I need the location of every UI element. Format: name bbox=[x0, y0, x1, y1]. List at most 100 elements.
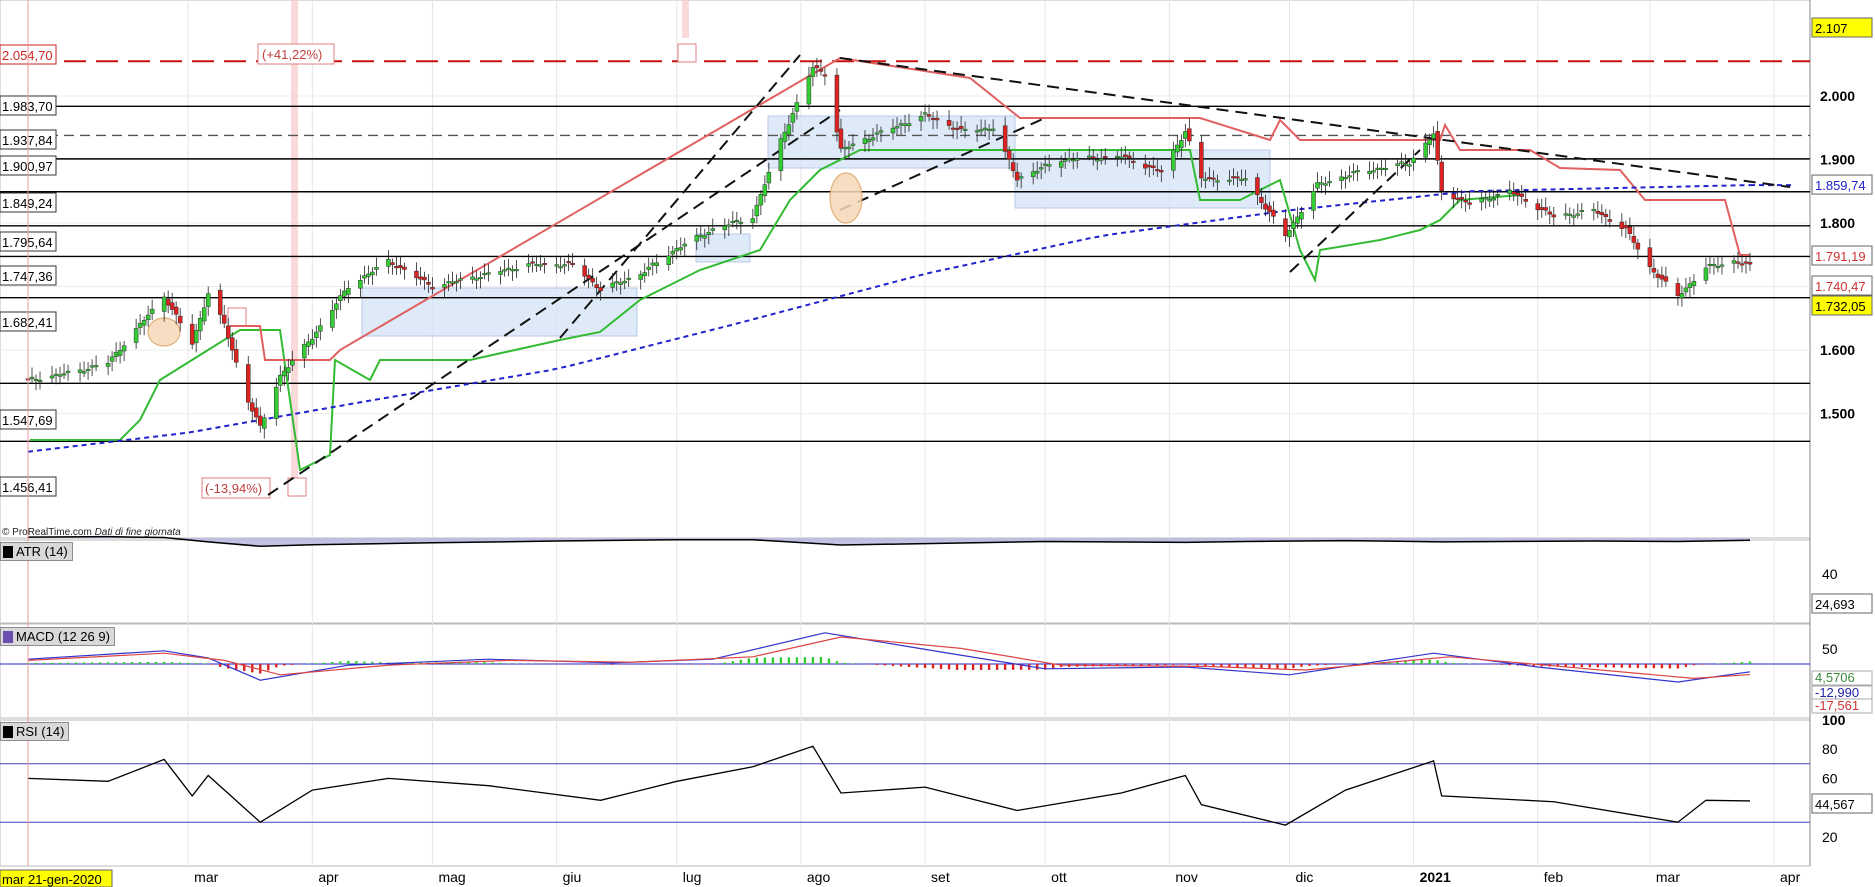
candle-body bbox=[930, 117, 936, 120]
price-tick-label: 1.900 bbox=[1820, 151, 1855, 167]
candle-body bbox=[1123, 154, 1128, 157]
macd-histogram-bar bbox=[1444, 661, 1447, 664]
candle-body bbox=[1183, 131, 1188, 139]
macd-histogram-bar bbox=[203, 663, 206, 664]
macd-histogram-bar bbox=[1572, 664, 1575, 667]
candle-body bbox=[1691, 280, 1697, 286]
candle-body bbox=[450, 281, 455, 284]
price-badge-text: 1.740,47 bbox=[1815, 279, 1866, 294]
candle-body bbox=[1171, 149, 1176, 171]
month-label: ott bbox=[1051, 869, 1067, 885]
macd-histogram-bar bbox=[987, 664, 991, 670]
macd-histogram-bar bbox=[907, 664, 911, 667]
price-tick-label: 1.800 bbox=[1820, 215, 1855, 231]
candle-body bbox=[458, 278, 463, 281]
month-label: giu bbox=[563, 869, 582, 885]
candle-body bbox=[702, 235, 708, 239]
macd-histogram-bar bbox=[1460, 663, 1463, 664]
candle-body bbox=[398, 265, 403, 269]
candle-body bbox=[514, 269, 519, 272]
candle-body bbox=[310, 338, 315, 345]
macd-histogram-bar bbox=[371, 661, 374, 664]
macd-histogram-bar bbox=[1035, 664, 1039, 670]
candle-body bbox=[1339, 176, 1344, 181]
date-flag-box bbox=[0, 869, 113, 887]
candle-body bbox=[1046, 164, 1052, 167]
candle-body bbox=[1042, 163, 1048, 166]
marker-box bbox=[227, 307, 247, 327]
level-label: 1.547,69 bbox=[2, 413, 53, 428]
candle-body bbox=[177, 315, 183, 324]
candle-body bbox=[414, 270, 419, 279]
rsi-pane-label[interactable]: RSI (14) bbox=[0, 722, 70, 741]
macd-histogram-bar bbox=[1452, 662, 1455, 664]
candle-body bbox=[1291, 222, 1296, 229]
candle-body bbox=[1463, 200, 1468, 203]
candle-body bbox=[1535, 203, 1541, 211]
candle-body bbox=[526, 263, 531, 267]
candle-body bbox=[862, 138, 868, 144]
macd-histogram-bar bbox=[1436, 660, 1439, 664]
candle-body bbox=[189, 323, 195, 345]
macd-histogram-bar bbox=[90, 662, 94, 664]
macd-histogram-bar bbox=[1508, 664, 1511, 666]
candle-body bbox=[1159, 170, 1164, 173]
macd-histogram-bar bbox=[1332, 664, 1335, 665]
candle-body bbox=[666, 255, 671, 265]
pane-frame-3 bbox=[0, 719, 1811, 867]
candle-body bbox=[866, 139, 872, 142]
rsi-tick-label: 60 bbox=[1822, 770, 1838, 786]
candle-body bbox=[1231, 176, 1236, 179]
candle-body bbox=[478, 276, 483, 279]
macd-histogram-bar bbox=[1140, 664, 1143, 666]
macd-histogram-bar bbox=[931, 664, 935, 669]
candle-body bbox=[201, 307, 207, 322]
candle-body bbox=[1207, 177, 1212, 180]
macd-histogram-bar bbox=[475, 662, 478, 664]
level-label: 1.747,36 bbox=[2, 269, 53, 284]
macd-histogram-bar bbox=[1740, 662, 1744, 664]
candle-body bbox=[217, 289, 223, 315]
macd-histogram-bar bbox=[1420, 660, 1423, 664]
candle-body bbox=[197, 318, 203, 332]
candle-body bbox=[1175, 144, 1180, 153]
macd-histogram-bar bbox=[1164, 664, 1167, 666]
candle-body bbox=[726, 224, 732, 227]
macd-histogram-bar bbox=[315, 663, 318, 664]
candle-body bbox=[394, 265, 399, 269]
month-label: mar bbox=[194, 869, 218, 885]
macd-histogram-bar bbox=[811, 657, 815, 664]
macd-histogram-bar bbox=[1204, 664, 1207, 666]
pct-label-box bbox=[201, 477, 271, 499]
macd-histogram-bar bbox=[891, 664, 895, 666]
candle-body bbox=[1719, 264, 1725, 267]
macd-histogram-bar bbox=[66, 662, 70, 664]
macd-histogram-bar bbox=[1404, 660, 1407, 664]
candle-body bbox=[446, 281, 451, 284]
price-tick-label: 1.600 bbox=[1820, 342, 1855, 358]
price-tick-label: 2.000 bbox=[1820, 88, 1855, 104]
consolidation-box bbox=[767, 115, 1016, 169]
candle-body bbox=[1687, 283, 1693, 288]
macd-histogram-bar bbox=[603, 664, 606, 665]
macd-histogram-bar bbox=[114, 662, 118, 664]
candle-body bbox=[682, 243, 688, 247]
macd-histogram-bar bbox=[611, 664, 614, 665]
macd-histogram-bar bbox=[1356, 663, 1359, 664]
macd-histogram-bar bbox=[1132, 664, 1135, 666]
candle-body bbox=[754, 204, 760, 217]
macd-histogram-bar bbox=[1732, 662, 1736, 664]
candle-body bbox=[1034, 170, 1040, 174]
candle-body bbox=[482, 273, 487, 276]
candle-body bbox=[1239, 178, 1244, 181]
candle-body bbox=[1151, 165, 1156, 168]
candle-body bbox=[554, 264, 559, 267]
atr-pane-label[interactable]: ATR (14) bbox=[0, 542, 73, 561]
macd-histogram-bar bbox=[1228, 664, 1231, 667]
candle-body bbox=[566, 261, 571, 264]
macd-pane-label[interactable]: MACD (12 26 9) bbox=[0, 627, 115, 646]
candle-body bbox=[1062, 159, 1068, 162]
macd-histogram-bar bbox=[1324, 664, 1327, 666]
candle-body bbox=[1103, 156, 1108, 159]
candle-body bbox=[874, 132, 880, 135]
